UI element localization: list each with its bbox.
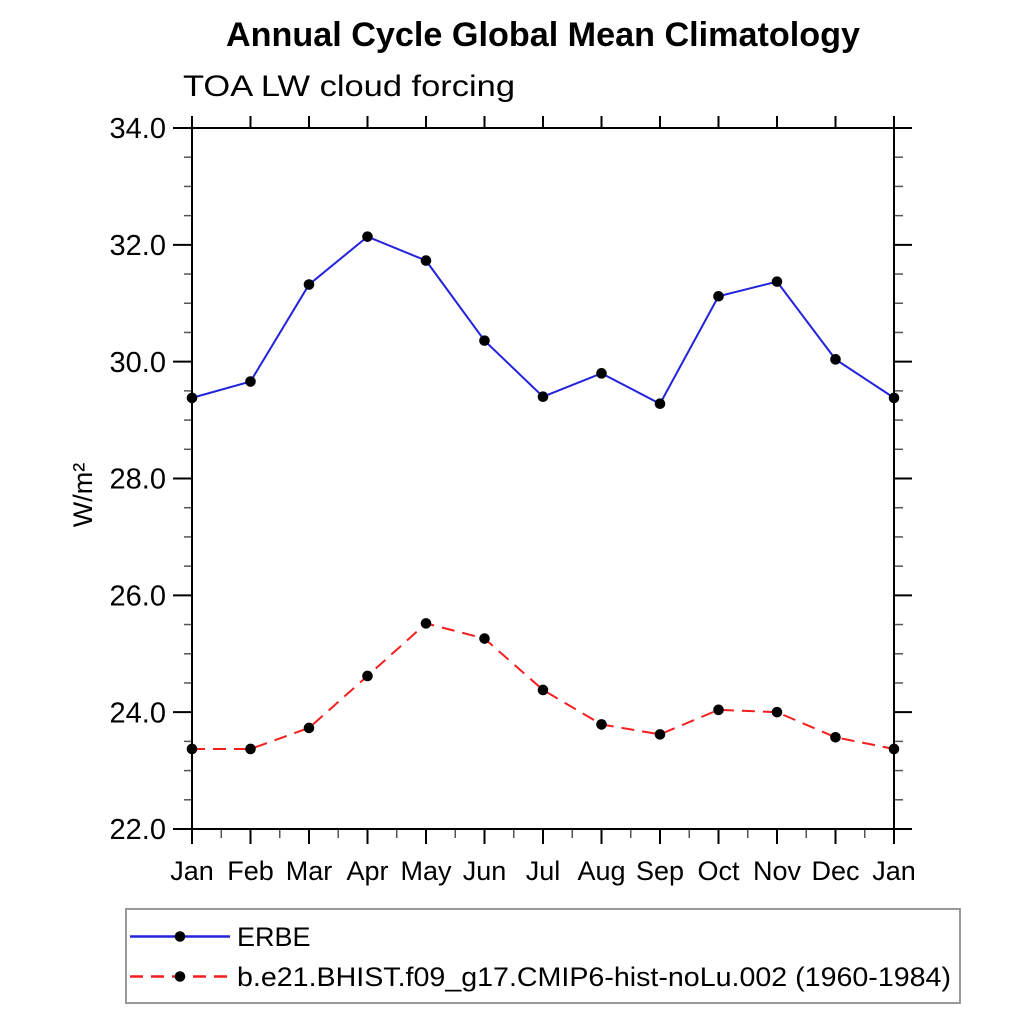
plot-series [186, 231, 900, 755]
data-point-marker [245, 376, 256, 387]
data-point-marker [479, 335, 490, 346]
plot-frame [191, 127, 895, 830]
x-tick-label: Jan [170, 856, 214, 886]
data-point-marker [303, 722, 315, 734]
legend-samples [130, 931, 230, 982]
x-tick-label: Sep [636, 856, 684, 886]
x-tick-label: May [400, 856, 452, 886]
x-tick-label: Oct [697, 856, 740, 886]
data-point-marker [245, 743, 256, 755]
data-point-marker [420, 618, 432, 629]
data-point-marker [596, 368, 607, 379]
series-erbe [186, 231, 900, 410]
x-tick-label: Apr [346, 856, 388, 886]
data-point-marker [186, 743, 198, 755]
y-tick-label: 30.0 [110, 347, 166, 379]
x-tick-label: Jun [463, 856, 507, 886]
series-model [186, 618, 900, 755]
x-tick-label: Dec [811, 856, 859, 886]
data-point-marker [537, 391, 549, 403]
data-point-marker [830, 354, 841, 365]
x-tick-label: Mar [286, 856, 333, 886]
data-point-marker [303, 279, 315, 290]
x-tick-label: Jul [526, 856, 561, 886]
y-tick-label: 32.0 [110, 230, 166, 262]
y-tick-label: 28.0 [110, 464, 166, 496]
chart-subtitle: TOA LW cloud forcing [183, 70, 515, 103]
chart-title: Annual Cycle Global Mean Climatology [226, 16, 860, 54]
data-point-marker [888, 392, 900, 404]
x-tick-label: Aug [577, 856, 625, 886]
data-point-marker [654, 729, 666, 740]
legend-label-erbe: ERBE [237, 922, 311, 952]
x-tick-label: Nov [753, 856, 802, 886]
data-point-marker [713, 290, 724, 302]
data-point-marker [771, 276, 783, 287]
legend-label-model: b.e21.BHIST.f09_g17.CMIP6-hist-noLu.002 … [237, 962, 951, 992]
data-point-marker [362, 231, 373, 242]
legend: ERBE b.e21.BHIST.f09_g17.CMIP6-hist-noLu… [125, 908, 961, 1004]
legend-marker-sample [174, 931, 186, 942]
y-axis-label: W/m² [68, 463, 98, 527]
data-point-marker [596, 719, 607, 730]
series-line [191, 235, 895, 406]
data-point-marker [654, 398, 666, 410]
y-tick-label: 22.0 [110, 814, 166, 846]
x-tick-label: Feb [227, 856, 274, 886]
y-tick-label: 34.0 [110, 113, 166, 145]
x-tick-label: Jan [872, 856, 916, 886]
data-point-marker [830, 731, 841, 743]
y-tick-label: 24.0 [110, 697, 166, 729]
data-point-marker [537, 684, 549, 696]
axes: 22.0 24.0 26.0 28.0 30.0 32.0 34.0 Jan Feb Mar Apr… [110, 113, 916, 886]
data-point-marker [888, 743, 900, 755]
data-point-marker [362, 670, 373, 682]
data-point-marker [186, 392, 198, 404]
data-point-marker [771, 706, 783, 718]
data-point-marker [713, 704, 724, 716]
data-point-marker [420, 255, 432, 266]
legend-marker-sample [174, 971, 186, 982]
data-point-marker [479, 633, 490, 644]
y-tick-label: 26.0 [110, 580, 166, 612]
legend-box [125, 908, 961, 1004]
